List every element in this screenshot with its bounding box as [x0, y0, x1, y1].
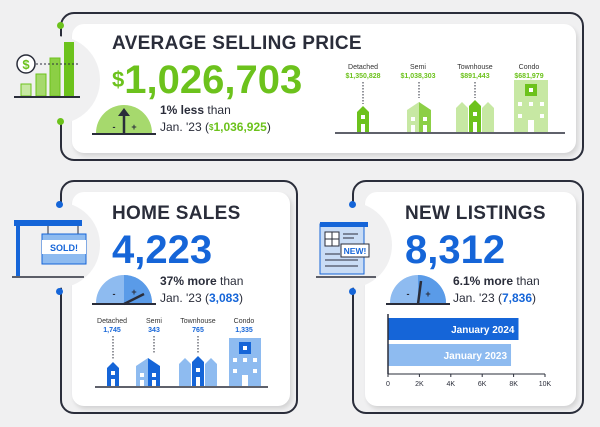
listings-bar-chart: January 2024 January 2023 0 2K 4K 6K 8K 10K — [386, 314, 552, 388]
housing-types-green — [335, 80, 565, 134]
semi-house-icon — [407, 102, 431, 132]
type-value-townhouse: $891,443 — [460, 73, 490, 80]
home-sales-title: HOME SALES — [112, 203, 241, 224]
semi-house-icon — [136, 358, 160, 386]
new-badge-text: NEW! — [344, 246, 367, 256]
avg-price-change: 1% less than Jan. '23 ($1,036,925) — [160, 103, 271, 134]
currency-symbol: $ — [112, 67, 125, 92]
x-tick-label: 4K — [447, 381, 456, 388]
connector-dot — [56, 201, 63, 208]
type-label-detached: Detached — [348, 64, 378, 71]
home-sales-value: 4,223 — [112, 228, 213, 272]
detached-house-icon — [107, 362, 119, 386]
svg-text:-: - — [113, 289, 116, 299]
condo-building-icon — [514, 80, 548, 132]
home-sales-change: 37% more than Jan. '23 (3,083) — [160, 274, 244, 305]
x-tick-label: 0 — [386, 381, 390, 388]
type-value-townhouse: 765 — [192, 327, 204, 334]
type-label-condo: Condo — [233, 318, 255, 325]
townhouse-icon — [456, 100, 494, 132]
bar-chart-dollar-icon: $ — [14, 42, 80, 98]
bar-label: January 2023 — [444, 351, 508, 362]
gauge-icon: - + — [92, 275, 156, 306]
type-value-semi: 343 — [148, 327, 160, 334]
housing-types-blue — [95, 336, 268, 388]
bar-january-2024 — [388, 318, 519, 340]
type-value-semi: $1,038,303 — [400, 73, 436, 80]
sold-sign-text: SOLD! — [50, 243, 78, 253]
x-tick-label: 2K — [415, 381, 424, 388]
type-label-condo: Condo — [518, 64, 540, 71]
connector-dot — [56, 288, 63, 295]
gauge-icon: - + — [386, 275, 450, 305]
new-listings-value: 8,312 — [405, 228, 506, 272]
new-listings-change: 6.1% more than Jan. '23 (7,836) — [453, 274, 540, 305]
connector-dot — [57, 118, 64, 125]
type-label-semi: Semi — [410, 64, 426, 71]
svg-text:+: + — [131, 122, 136, 132]
new-listing-flyer-icon: NEW! — [316, 222, 376, 278]
type-label-townhouse: Townhouse — [180, 318, 216, 325]
new-listings-title: NEW LISTINGS — [405, 203, 546, 224]
svg-text:+: + — [131, 287, 136, 297]
bar-january-2023 — [388, 344, 512, 366]
type-label-detached: Detached — [97, 318, 127, 325]
detached-house-icon — [357, 106, 369, 132]
type-value-detached: $1,350,828 — [345, 73, 381, 80]
condo-building-icon — [229, 338, 261, 386]
home-sales-outline — [60, 180, 298, 414]
svg-text:-: - — [113, 122, 116, 132]
type-label-townhouse: Townhouse — [457, 64, 493, 71]
type-value-condo: 1,335 — [235, 327, 253, 334]
x-tick-label: 10K — [539, 381, 552, 388]
svg-text:+: + — [425, 289, 430, 299]
connector-dot — [57, 22, 64, 29]
svg-text:$: $ — [22, 57, 30, 72]
avg-price-title: AVERAGE SELLING PRICE — [112, 33, 362, 54]
x-tick-label: 8K — [509, 381, 518, 388]
bar-label: January 2024 — [451, 325, 515, 336]
type-value-condo: $681,979 — [514, 73, 544, 80]
avg-price-value: $1,026,703 — [112, 58, 303, 102]
type-value-detached: 1,745 — [103, 327, 121, 334]
x-tick-label: 6K — [478, 381, 487, 388]
sold-sign-icon: SOLD! — [12, 220, 87, 278]
svg-text:-: - — [407, 289, 410, 299]
new-listings-outline — [352, 180, 584, 414]
townhouse-icon — [179, 356, 217, 386]
gauge-icon: - + — [92, 105, 156, 135]
type-label-semi: Semi — [146, 318, 162, 325]
connector-dot — [349, 288, 356, 295]
connector-dot — [349, 201, 356, 208]
